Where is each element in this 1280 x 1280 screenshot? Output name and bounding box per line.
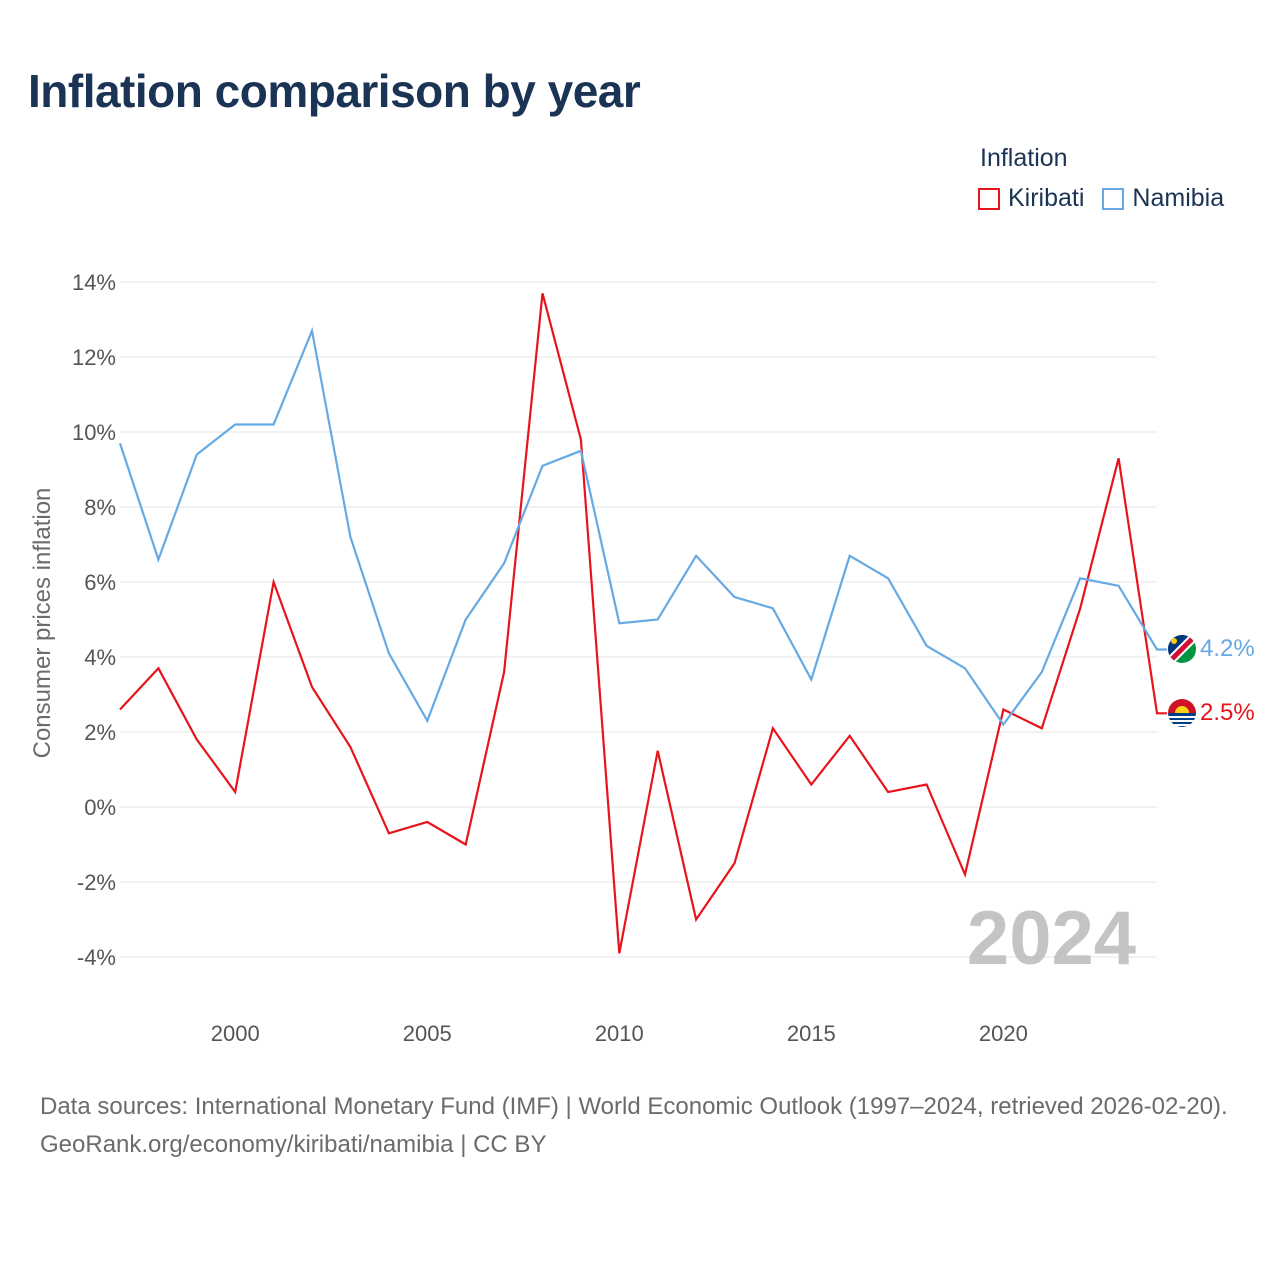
series-line-namibia[interactable] bbox=[118, 326, 1167, 727]
y-tick-label: 6% bbox=[84, 570, 116, 595]
line-chart: -4%-2%0%2%4%6%8%10%12%14% 2000 2005 2010 20… bbox=[29, 270, 1255, 1046]
legend-item-namibia[interactable]: Namibia bbox=[1102, 184, 1224, 213]
series-lines bbox=[118, 293, 1167, 954]
data-source-note: Data sources: International Monetary Fun… bbox=[40, 1093, 1228, 1120]
y-tick-label: 14% bbox=[72, 270, 116, 295]
kiribati-flag-icon bbox=[1168, 699, 1196, 727]
y-tick-label: 2% bbox=[84, 720, 116, 745]
y-tick-label: -2% bbox=[77, 870, 116, 895]
chart-title: Inflation comparison by year bbox=[28, 65, 641, 117]
x-tick-label: 2005 bbox=[403, 1021, 452, 1046]
legend-swatch-kiribati bbox=[978, 187, 1000, 210]
year-watermark: 2024 bbox=[967, 896, 1136, 981]
series-line-kiribati[interactable] bbox=[119, 293, 1167, 954]
y-axis-ticks: -4% -2% 0% 2% 4% 6% 8% 10% 12% 14% bbox=[72, 270, 116, 970]
y-tick-label: 4% bbox=[84, 645, 116, 670]
x-tick-label: 2010 bbox=[595, 1021, 644, 1046]
legend-label-kiribati: Kiribati bbox=[1008, 184, 1085, 212]
legend-item-kiribati[interactable]: Kiribati bbox=[978, 184, 1084, 213]
y-axis-label: Consumer prices inflation bbox=[29, 488, 56, 759]
x-tick-label: 2015 bbox=[787, 1021, 836, 1046]
y-tick-label: 8% bbox=[84, 495, 116, 520]
x-tick-label: 2020 bbox=[979, 1021, 1028, 1046]
y-tick-label: 0% bbox=[84, 795, 116, 820]
x-tick-label: 2000 bbox=[211, 1021, 260, 1046]
legend-swatch-namibia bbox=[1102, 187, 1125, 210]
y-tick-label: 12% bbox=[72, 345, 116, 370]
x-axis-ticks: 2000 2005 2010 2015 2020 bbox=[211, 1021, 1028, 1046]
y-tick-label: -4% bbox=[77, 945, 116, 970]
legend-label-namibia: Namibia bbox=[1132, 184, 1225, 212]
legend: Kiribati Namibia bbox=[978, 184, 1242, 213]
y-tick-label: 10% bbox=[72, 420, 116, 445]
end-label-kiribati: 2.5% bbox=[1200, 699, 1255, 726]
namibia-flag-icon bbox=[1168, 635, 1196, 663]
legend-title: Inflation bbox=[980, 144, 1068, 172]
footer: Data sources: International Monetary Fun… bbox=[40, 1088, 1250, 1164]
grid-lines bbox=[120, 281, 1157, 958]
credit-link[interactable]: GeoRank.org/economy/kiribati/namibia | C… bbox=[40, 1131, 547, 1158]
end-label-namibia: 4.2% bbox=[1200, 635, 1255, 662]
